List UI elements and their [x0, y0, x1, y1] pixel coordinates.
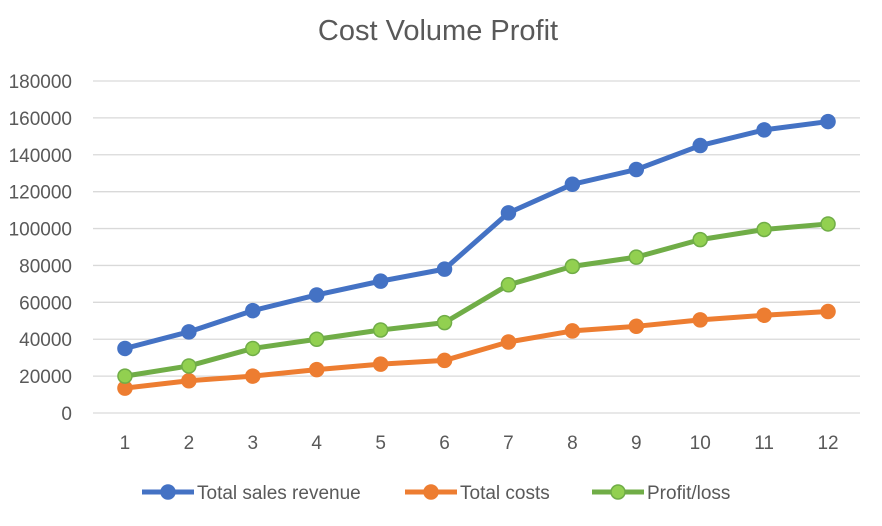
legend-marker [423, 484, 439, 500]
legend-item: Total costs [405, 483, 550, 504]
data-point [628, 161, 645, 178]
series-line [124, 309, 829, 391]
data-point [245, 302, 261, 319]
series-2 [117, 216, 836, 384]
data-point [500, 205, 517, 221]
data-point [692, 312, 708, 328]
data-point [181, 372, 197, 389]
data-point [308, 287, 325, 303]
data-point [820, 216, 836, 232]
y-tick-label: 160000 [9, 109, 72, 130]
y-tick-label: 100000 [9, 220, 72, 241]
x-tick-label: 6 [439, 433, 450, 454]
data-point [756, 307, 772, 323]
legend-label: Total costs [460, 483, 550, 504]
y-tick-label: 140000 [9, 146, 72, 167]
series-line [124, 221, 829, 379]
data-point [756, 122, 772, 138]
data-point [117, 340, 133, 357]
chart-title: Cost Volume Profit [318, 15, 558, 47]
data-point [692, 231, 708, 248]
data-point [181, 358, 197, 374]
x-tick-label: 4 [311, 433, 322, 454]
data-point [500, 334, 517, 350]
y-tick-label: 180000 [9, 72, 72, 93]
data-point [245, 340, 261, 357]
y-tick-label: 80000 [19, 256, 72, 277]
y-tick-label: 120000 [9, 183, 72, 204]
x-tick-label: 8 [567, 433, 578, 454]
data-point [117, 368, 133, 384]
data-point [564, 323, 581, 339]
data-point [436, 261, 453, 277]
x-tick-label: 10 [690, 433, 711, 454]
data-point [181, 324, 197, 340]
data-point [820, 113, 836, 130]
y-tick-label: 0 [61, 404, 72, 425]
y-tick-label: 40000 [19, 330, 72, 351]
y-tick-label: 20000 [19, 367, 72, 388]
x-tick-label: 7 [503, 433, 514, 454]
x-tick-label: 5 [375, 433, 386, 454]
data-point [564, 176, 581, 193]
x-tick-label: 11 [754, 433, 774, 454]
data-point [628, 249, 645, 265]
data-point [820, 303, 836, 320]
legend-marker [160, 484, 176, 500]
x-tick-label: 9 [631, 433, 642, 454]
legend-item: Total sales revenue [142, 483, 361, 504]
x-tick-label: 3 [248, 433, 259, 454]
data-point [692, 137, 708, 154]
data-point [436, 314, 453, 331]
data-point [756, 221, 772, 238]
data-point [628, 318, 645, 335]
y-tick-label: 60000 [19, 293, 72, 314]
data-point [372, 322, 389, 338]
x-tick-label: 2 [184, 433, 195, 454]
data-point [245, 368, 261, 384]
data-point [308, 361, 325, 378]
data-point [308, 331, 325, 347]
data-point [436, 352, 453, 369]
legend-item: Profit/loss [592, 483, 730, 504]
data-point [372, 273, 389, 289]
data-point [372, 356, 389, 372]
x-tick-label: 1 [120, 433, 131, 454]
legend-marker [610, 484, 626, 500]
x-tick-label: 12 [817, 433, 838, 454]
legend-label: Profit/loss [647, 483, 730, 504]
series-line [124, 119, 829, 351]
data-point [564, 258, 581, 275]
series-0 [117, 113, 836, 357]
legend-label: Total sales revenue [197, 483, 361, 504]
data-point [500, 277, 517, 293]
